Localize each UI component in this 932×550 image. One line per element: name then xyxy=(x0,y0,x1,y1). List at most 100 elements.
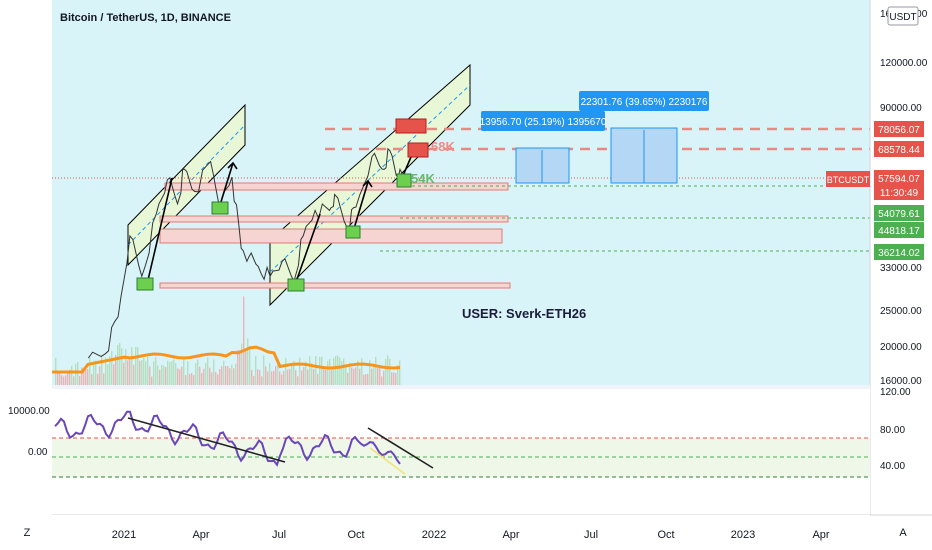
volume-bar xyxy=(261,376,263,385)
target-box-78k xyxy=(395,118,427,134)
volume-bar xyxy=(335,356,337,385)
volume-bar xyxy=(353,368,355,385)
volume-bar xyxy=(171,361,173,385)
volume-bar xyxy=(331,368,333,385)
volume-bar xyxy=(241,343,243,385)
rsi-left-tick: 0.00 xyxy=(28,447,48,458)
symbol-tag: BTCUSDT xyxy=(827,175,870,185)
volume-bar xyxy=(129,359,131,385)
volume-bar xyxy=(307,369,309,385)
rsi-axis-tick: 40.00 xyxy=(880,461,905,472)
volume-bar xyxy=(323,369,325,385)
volume-bar xyxy=(89,356,91,385)
volume-bar xyxy=(199,366,201,385)
time-label: Apr xyxy=(192,529,209,541)
volume-bar xyxy=(295,370,297,385)
volume-bar xyxy=(389,358,391,385)
volume-bar xyxy=(327,361,329,385)
volume-bar xyxy=(341,361,343,385)
time-label: Apr xyxy=(502,529,519,541)
pane-separator[interactable] xyxy=(52,385,870,389)
volume-bar xyxy=(343,358,345,385)
volume-bar xyxy=(143,357,145,385)
volume-bar xyxy=(351,367,353,385)
volume-bar xyxy=(367,373,369,385)
volume-bar xyxy=(237,349,239,385)
zoom-button[interactable]: Z xyxy=(24,527,31,539)
volume-bar xyxy=(269,363,271,385)
volume-bar xyxy=(245,351,247,385)
pivot-box-1 xyxy=(136,277,154,291)
volume-bar xyxy=(83,370,85,385)
volume-bar xyxy=(203,368,205,385)
price-tag-78k: 78056.07 xyxy=(878,125,920,136)
currency-button[interactable] xyxy=(887,6,919,26)
price-tag-44k: 44818.17 xyxy=(878,226,920,237)
volume-bar xyxy=(381,376,383,385)
price-tag-44k-bg xyxy=(874,222,924,238)
volume-bar xyxy=(221,366,223,385)
volume-bar xyxy=(303,366,305,385)
volume-bar xyxy=(207,357,209,385)
volume-bar xyxy=(215,371,217,385)
volume-bar xyxy=(141,359,143,385)
last-price-tag-bg xyxy=(874,170,924,200)
price-tag-68k-bg xyxy=(874,141,924,157)
volume-bar xyxy=(79,376,81,385)
pivot-box-5 xyxy=(396,173,412,188)
volume-bar xyxy=(123,362,125,385)
volume-bar xyxy=(71,365,73,385)
volume-bar xyxy=(181,366,183,385)
volume-bar xyxy=(311,363,313,385)
measure-label-1: 13956.70 (25.19%) 1395670 xyxy=(480,117,607,128)
volume-bar xyxy=(337,355,339,385)
price-tick: 20000.00 xyxy=(880,342,922,353)
time-axis[interactable] xyxy=(52,515,870,550)
chart-title: Bitcoin / TetherUS, 1D, BINANCE xyxy=(60,12,231,24)
price-tick: 120000.00 xyxy=(880,58,928,69)
volume-bar xyxy=(127,360,129,385)
volume-bar xyxy=(385,359,387,385)
volume-bar xyxy=(309,356,311,385)
volume-bar xyxy=(193,374,195,385)
volume-bar xyxy=(227,366,229,385)
volume-bar xyxy=(81,367,83,385)
time-label: 2023 xyxy=(731,529,755,541)
volume-bar xyxy=(167,360,169,385)
volume-bar xyxy=(125,348,127,385)
rsi-axis-tick: 80.00 xyxy=(880,425,905,436)
volume-bar xyxy=(195,363,197,385)
volume-bar xyxy=(339,357,341,385)
volume-bar xyxy=(355,367,357,385)
rsi-trendline-1 xyxy=(127,417,286,463)
volume-bar xyxy=(361,358,363,385)
volume-bar xyxy=(243,296,245,385)
volume-bar xyxy=(259,369,261,385)
price-series xyxy=(87,147,406,359)
volume-bar xyxy=(133,364,135,385)
volume-bar xyxy=(205,362,207,385)
volume-bar xyxy=(87,369,89,385)
time-label: Oct xyxy=(347,529,364,541)
volume-bar xyxy=(345,365,347,385)
volume-bar xyxy=(111,350,113,385)
volume-bar xyxy=(97,373,99,385)
price-tag-36k-bg xyxy=(874,244,924,260)
volume-bar xyxy=(371,368,373,385)
zone-3 xyxy=(159,228,503,244)
volume-bar xyxy=(247,338,249,385)
auto-scale-button[interactable]: A xyxy=(899,527,907,539)
volume-bar xyxy=(287,369,289,385)
volume-bar xyxy=(317,373,319,385)
pivot-box-4 xyxy=(345,225,361,239)
time-label: Jul xyxy=(272,529,286,541)
volume-bar xyxy=(271,371,273,385)
time-label: Oct xyxy=(657,529,674,541)
volume-bar xyxy=(93,360,95,385)
user-watermark: USER: Sverk-ETH26 xyxy=(462,306,586,321)
countdown-tag: 11:30:49 xyxy=(880,188,919,199)
volume-bar xyxy=(177,368,179,385)
volume-bar xyxy=(209,367,211,385)
volume-bar xyxy=(359,368,361,385)
